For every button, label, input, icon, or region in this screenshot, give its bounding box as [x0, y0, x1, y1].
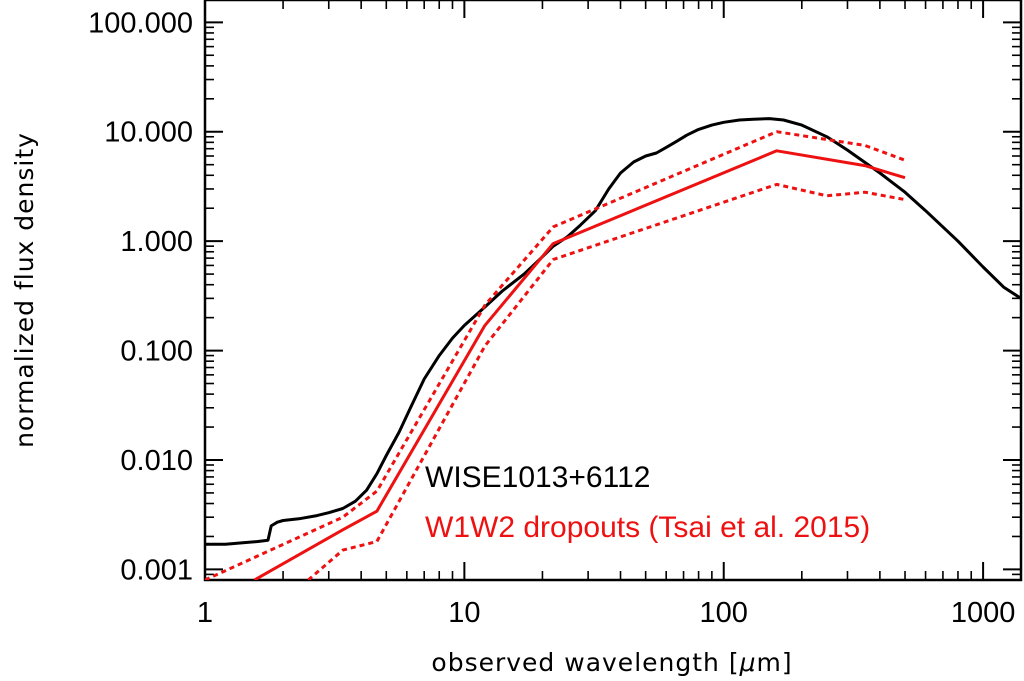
x-axis-label: observed wavelength [μm]: [431, 648, 792, 677]
y-tick-label: 100.000: [88, 7, 193, 39]
x-axis-label-part-2: m]: [756, 648, 792, 677]
legend-entry-dropouts: W1W2 dropouts (Tsai et al. 2015): [425, 511, 870, 544]
x-axis-label-part-1: observed wavelength [: [431, 648, 739, 677]
series-line-3: [307, 182, 906, 580]
tick-labels-layer: 1 10 100 1000 0.001 0.010 0.100 1.000 10.000 100.…: [88, 7, 1015, 629]
y-tick-label: 0.001: [120, 554, 193, 586]
series-line-2: [205, 130, 906, 580]
series-layer: [205, 117, 1021, 580]
y-tick-label: 0.100: [120, 336, 193, 368]
x-tick-label: 1: [197, 597, 213, 629]
y-axis-label: normalized flux density: [10, 132, 39, 448]
y-tick-label: 0.010: [120, 445, 193, 477]
y-tick-label: 10.000: [104, 117, 193, 149]
x-axis-label-mu: μ: [739, 648, 757, 677]
y-tick-label: 1.000: [120, 226, 193, 258]
plot-frame: [203, 0, 1023, 582]
x-tick-label: 1000: [951, 597, 1016, 629]
ticks-layer: [204, 0, 1021, 581]
series-line-1: [253, 149, 906, 580]
legend-entry-wise: WISE1013+6112: [425, 461, 650, 494]
x-tick-label: 100: [700, 597, 748, 629]
x-tick-label: 10: [448, 597, 480, 629]
